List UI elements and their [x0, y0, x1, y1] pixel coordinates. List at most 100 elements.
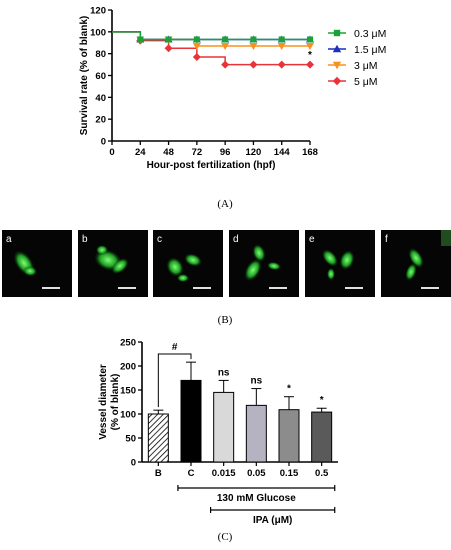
y-axis-label: (% of blank): [110, 374, 121, 431]
panel-label-a: (A): [217, 198, 233, 210]
data-point: [250, 36, 257, 43]
bar: [180, 379, 202, 463]
significance-label: ns: [218, 367, 230, 378]
micrograph-label: b: [82, 234, 88, 245]
data-point: [193, 36, 200, 43]
vessel-signal: [322, 249, 338, 267]
significance-mark: *: [308, 50, 312, 61]
micrograph-label: a: [6, 234, 12, 245]
micrograph-label: e: [309, 234, 315, 245]
vessel-signal: [441, 230, 451, 246]
panel-label-b: (B): [218, 314, 233, 326]
x-tick-label: 72: [192, 147, 203, 158]
bar: [213, 391, 235, 463]
y-axis-label: Vessel diameter: [98, 364, 109, 440]
y-tick-label: 0: [131, 458, 136, 469]
legend-label: 1.5 μM: [354, 44, 386, 56]
vessel-diameter-chart: 0 50 100 150 200 250 Vessel diameter (% of blan…: [98, 338, 338, 526]
y-tick-label: 250: [120, 338, 136, 349]
vessel-signal: [339, 250, 355, 270]
data-point: [221, 43, 230, 51]
y-axis-label: Survival rate (% of blank): [79, 16, 90, 135]
significance-bracket: [157, 353, 192, 408]
data-point: [137, 36, 144, 43]
micrograph-f: f: [381, 230, 451, 297]
x-tick-label: 0.05: [247, 468, 266, 479]
legend-label: 3 μM: [354, 60, 378, 72]
data-point: [164, 44, 173, 53]
vessel-signal: [111, 258, 129, 274]
vessel-signal: [177, 274, 189, 282]
significance-label: #: [172, 342, 178, 353]
vessel-signal: [252, 244, 266, 262]
data-point: [249, 60, 258, 69]
y-tick-label: 150: [120, 386, 136, 397]
y-tick-label: 100: [90, 27, 106, 38]
significance-label: ns: [250, 376, 262, 387]
x-tick-label: 96: [220, 147, 231, 158]
y-tick-label: 200: [120, 362, 136, 373]
data-point: [277, 60, 286, 69]
data-point: [222, 36, 229, 43]
legend-marker: [332, 61, 342, 70]
vessel-signal: [408, 248, 424, 268]
x-tick-label: 168: [302, 147, 318, 158]
y-tick-label: 0: [101, 137, 106, 148]
micrograph-label: d: [233, 234, 239, 245]
vessel-signal: [405, 263, 417, 281]
micrograph-label: c: [157, 234, 162, 245]
significance-label: *: [287, 384, 291, 395]
survival-chart: 0 20 40 60 80 100 120 0 24 48 72 96 120 144 168 Hour-po…: [79, 6, 386, 172]
data-point: [249, 43, 258, 51]
group-label: IPA (μM): [253, 515, 292, 526]
x-tick-label: C: [188, 468, 195, 479]
significance-label: *: [320, 395, 324, 406]
data-point: [306, 60, 314, 69]
vessel-signal: [23, 265, 37, 277]
data-point: [306, 43, 314, 51]
vessel-signal: [244, 259, 262, 281]
micrograph-background: [229, 230, 299, 297]
vessel-signal: [267, 261, 281, 271]
micrograph-background: [2, 230, 72, 297]
y-tick-label: 120: [90, 6, 106, 17]
y-tick-label: 50: [125, 434, 136, 445]
y-tick-label: 100: [120, 410, 136, 421]
micrograph-b: b: [78, 230, 148, 297]
data-point: [277, 43, 286, 51]
x-tick-label: B: [155, 468, 162, 479]
microscopy-panel: a b c d e f: [2, 230, 451, 297]
x-tick-label: 120: [245, 147, 261, 158]
data-point: [221, 60, 230, 69]
x-tick-label: 0: [109, 147, 114, 158]
legend-marker: [333, 29, 341, 37]
vessel-signal: [166, 257, 184, 277]
legend-marker: [332, 76, 342, 86]
x-tick-label: 144: [274, 147, 291, 158]
micrograph-d: d: [229, 230, 299, 297]
micrograph-label: f: [385, 234, 388, 245]
vessel-signal: [184, 253, 202, 267]
legend-marker: [332, 44, 342, 53]
legend-label: 5 μM: [354, 76, 378, 88]
legend-label: 0.3 μM: [354, 28, 386, 40]
bar: [147, 413, 169, 463]
x-tick-label: 0.5: [315, 468, 329, 479]
x-tick-label: 0.015: [212, 468, 236, 479]
vessel-signal: [327, 268, 335, 280]
data-point: [192, 52, 201, 61]
y-tick-label: 60: [95, 71, 106, 82]
bar: [311, 411, 333, 463]
data-point: [192, 43, 201, 51]
x-axis-label: Hour-post fertilization (hpf): [147, 160, 276, 171]
panel-label-c: (C): [218, 531, 233, 543]
y-tick-label: 20: [95, 115, 106, 126]
y-tick-label: 40: [95, 93, 106, 104]
data-point: [307, 36, 313, 43]
micrograph-a: a: [2, 230, 72, 297]
y-tick-label: 80: [95, 49, 106, 60]
x-tick-label: 48: [163, 147, 174, 158]
micrograph-e: e: [305, 230, 375, 297]
bar: [245, 404, 267, 463]
